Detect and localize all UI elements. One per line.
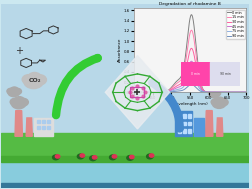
Circle shape (214, 91, 220, 96)
Bar (183, 129, 186, 133)
Circle shape (130, 155, 134, 159)
Bar (183, 114, 186, 118)
Bar (2, 133, 249, 162)
Circle shape (211, 99, 220, 105)
Bar (2, 156, 249, 162)
Bar (188, 114, 191, 118)
Circle shape (22, 75, 35, 84)
Circle shape (33, 75, 46, 85)
Bar (178, 129, 181, 133)
Circle shape (11, 87, 18, 93)
Circle shape (11, 98, 26, 109)
Circle shape (15, 97, 24, 104)
Bar (2, 4, 249, 136)
Circle shape (53, 155, 59, 160)
Bar (178, 122, 181, 125)
Circle shape (8, 88, 20, 97)
Circle shape (7, 88, 15, 94)
Bar (194, 118, 204, 136)
Circle shape (127, 156, 133, 160)
Circle shape (147, 154, 153, 159)
Text: +: + (15, 46, 23, 56)
Circle shape (211, 90, 218, 94)
FancyArrowPatch shape (56, 58, 98, 115)
Circle shape (208, 91, 215, 96)
Circle shape (10, 98, 20, 105)
Polygon shape (206, 111, 213, 136)
Circle shape (212, 98, 226, 108)
Bar (47, 126, 50, 129)
Circle shape (92, 156, 97, 159)
Text: CO₂: CO₂ (28, 78, 41, 83)
Polygon shape (105, 56, 170, 129)
Circle shape (218, 99, 228, 106)
Bar (2, 160, 249, 188)
Bar (47, 120, 50, 123)
Bar (42, 126, 45, 129)
Bar (178, 114, 181, 118)
Circle shape (13, 88, 21, 94)
Circle shape (28, 72, 41, 82)
Bar (188, 129, 191, 133)
Circle shape (55, 155, 60, 158)
Bar (175, 111, 192, 136)
Bar (2, 183, 249, 188)
Polygon shape (15, 111, 22, 136)
FancyArrowPatch shape (152, 83, 180, 128)
Bar (34, 118, 53, 136)
Bar (37, 120, 40, 123)
Circle shape (215, 97, 224, 104)
Circle shape (80, 154, 84, 157)
Circle shape (77, 154, 84, 159)
Circle shape (112, 155, 117, 158)
Circle shape (110, 155, 116, 160)
Circle shape (209, 90, 219, 98)
Circle shape (90, 156, 96, 161)
Circle shape (149, 154, 154, 157)
Bar (37, 126, 40, 129)
Bar (188, 122, 191, 125)
Bar (183, 122, 186, 125)
Circle shape (18, 98, 28, 106)
Circle shape (24, 74, 43, 89)
Polygon shape (217, 118, 223, 136)
Polygon shape (26, 118, 32, 136)
Bar (42, 120, 45, 123)
